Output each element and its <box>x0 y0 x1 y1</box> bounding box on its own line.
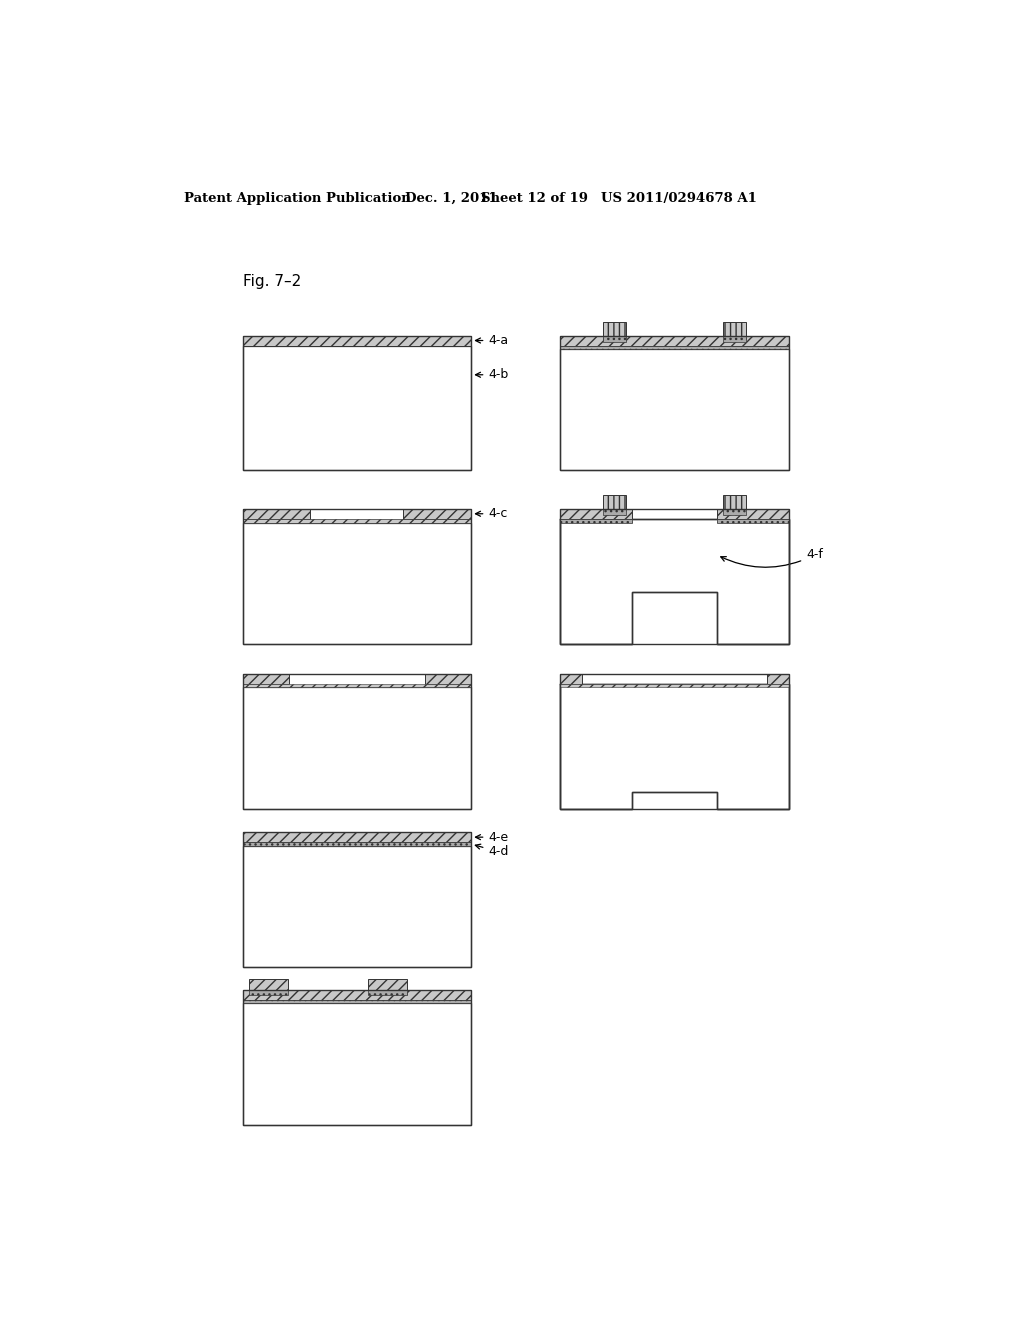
Bar <box>243 832 471 966</box>
Bar <box>249 979 288 990</box>
Bar <box>243 846 471 966</box>
Bar <box>560 675 583 684</box>
Text: 4-e: 4-e <box>475 830 509 843</box>
Bar <box>243 684 471 688</box>
Text: 4-c: 4-c <box>475 507 508 520</box>
Bar <box>369 990 407 995</box>
Bar <box>369 979 407 990</box>
Bar <box>243 842 471 846</box>
Text: Sheet 12 of 19: Sheet 12 of 19 <box>480 191 588 205</box>
Text: Fig. 7–2: Fig. 7–2 <box>243 275 301 289</box>
Bar <box>560 675 790 809</box>
Bar <box>243 688 471 809</box>
Bar <box>603 335 627 342</box>
Bar <box>243 346 471 470</box>
Bar <box>560 335 790 470</box>
Bar <box>560 508 632 519</box>
Bar <box>603 508 627 515</box>
Bar <box>717 508 790 519</box>
Bar <box>560 508 790 644</box>
Text: Dec. 1, 2011: Dec. 1, 2011 <box>404 191 498 205</box>
Bar <box>767 675 790 684</box>
Text: US 2011/0294678 A1: US 2011/0294678 A1 <box>601 191 757 205</box>
Text: 4-f: 4-f <box>721 548 823 568</box>
Bar <box>560 684 790 688</box>
Bar <box>243 675 471 809</box>
Bar <box>243 508 471 644</box>
Bar <box>723 322 746 335</box>
Bar <box>243 990 471 1001</box>
Bar <box>243 832 471 842</box>
Bar <box>243 519 471 523</box>
Bar <box>243 675 289 684</box>
Bar <box>560 519 632 523</box>
Bar <box>560 346 790 350</box>
Bar <box>603 322 627 335</box>
Polygon shape <box>560 519 790 644</box>
Bar <box>243 523 471 644</box>
Bar <box>243 990 471 1125</box>
Bar <box>603 495 627 508</box>
Bar <box>723 335 746 342</box>
Bar <box>249 990 288 995</box>
Bar <box>243 335 471 470</box>
Text: 4-a: 4-a <box>475 334 509 347</box>
Text: 4-b: 4-b <box>475 368 509 381</box>
Bar <box>717 519 790 523</box>
Text: 4-d: 4-d <box>475 845 509 858</box>
Bar <box>243 335 471 346</box>
Bar <box>425 675 471 684</box>
Bar <box>243 1003 471 1125</box>
Bar <box>560 335 790 346</box>
Bar <box>243 508 310 519</box>
Bar <box>560 350 790 470</box>
Text: Patent Application Publication: Patent Application Publication <box>183 191 411 205</box>
Bar <box>403 508 471 519</box>
Bar <box>243 1001 471 1003</box>
Bar <box>723 508 746 515</box>
Bar <box>723 495 746 508</box>
Polygon shape <box>560 684 790 809</box>
